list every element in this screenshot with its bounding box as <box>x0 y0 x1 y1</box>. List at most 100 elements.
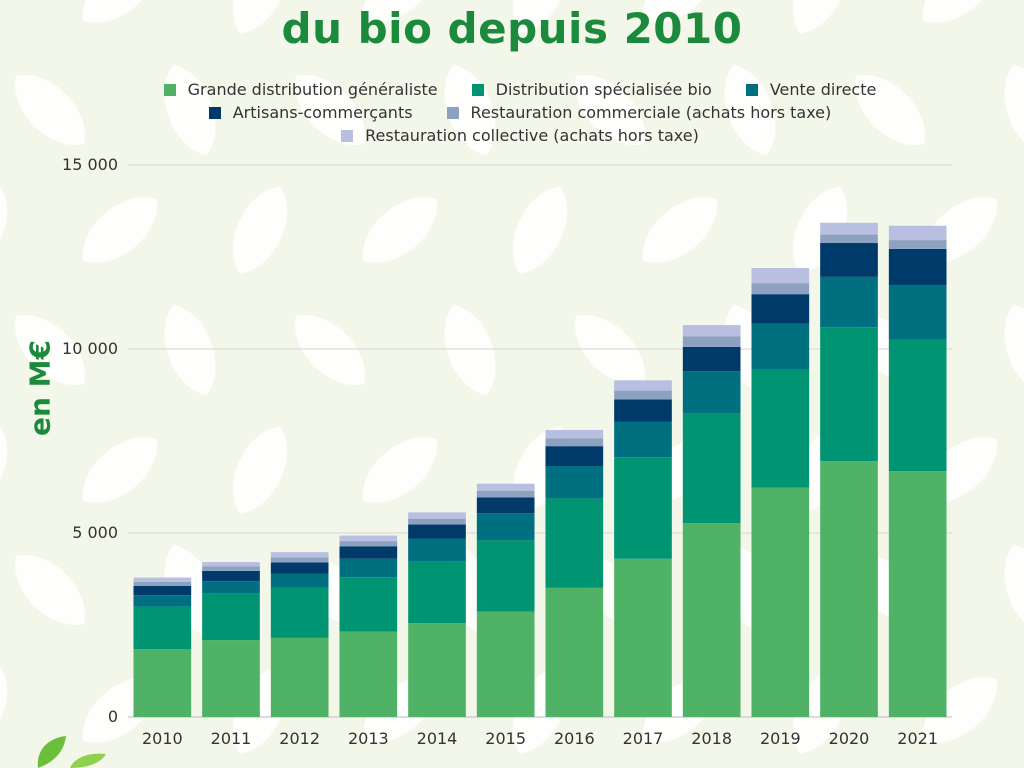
bar-segment <box>614 380 672 391</box>
bar-segment <box>614 399 672 422</box>
legend-label: Restauration commerciale (achats hors ta… <box>470 103 832 122</box>
background-leaf <box>1004 64 1024 156</box>
page-title: du bio depuis 2010 <box>281 4 743 53</box>
bar-segment <box>888 471 947 717</box>
bar-segment <box>820 234 878 244</box>
bar-segment <box>270 562 329 574</box>
bar-segment <box>339 558 398 578</box>
legend-item: Artisans-commerçants <box>208 103 413 122</box>
bar-segment <box>888 225 947 241</box>
background-leaf <box>444 304 496 396</box>
bar-segment <box>339 631 398 717</box>
background-leaf <box>362 437 438 503</box>
background-leaf <box>854 74 926 146</box>
background-leaf <box>642 197 718 263</box>
bar-segment <box>408 623 466 717</box>
background-leaf <box>294 314 366 386</box>
legend-swatch <box>745 83 758 96</box>
x-tick-label: 2021 <box>897 729 938 748</box>
legend-swatch <box>446 106 459 119</box>
legend-label: Artisans-commerçants <box>232 103 413 122</box>
bar-segment <box>820 327 878 462</box>
x-tick-label: 2013 <box>348 729 389 748</box>
bar-segment <box>820 222 878 235</box>
background-leaf <box>164 64 216 156</box>
x-tick-label: 2017 <box>623 729 664 748</box>
x-tick-label: 2019 <box>760 729 801 748</box>
bar-segment <box>682 371 741 414</box>
bar-stack <box>202 562 260 717</box>
bar-segment <box>545 446 604 467</box>
background-leaf <box>164 304 216 396</box>
bar-segment <box>408 518 466 525</box>
background-leaf <box>362 197 438 263</box>
x-tick-label: 2015 <box>485 729 526 748</box>
bar-segment <box>545 587 604 717</box>
background-leaf <box>232 0 288 34</box>
bar-segment <box>888 248 947 285</box>
x-tick-label: 2018 <box>691 729 732 748</box>
bar-segment <box>339 577 398 632</box>
bar-segment <box>202 570 260 582</box>
legend-label: Grande distribution généraliste <box>187 80 438 99</box>
bar-segment <box>682 413 741 524</box>
background-leaf <box>232 186 288 274</box>
bar-segment <box>476 540 535 612</box>
background-leaf <box>1004 544 1024 636</box>
bar-segment <box>133 595 192 607</box>
background-leaf <box>14 554 86 626</box>
bar-segment <box>751 268 810 284</box>
background-leaf <box>82 197 158 263</box>
bar-segment <box>270 587 329 638</box>
bar-segment <box>270 552 329 558</box>
bar-segment <box>202 581 260 594</box>
background-leaf <box>232 426 288 514</box>
x-tick-label: 2014 <box>417 729 458 748</box>
bar-segment <box>545 466 604 499</box>
bar-segment <box>820 276 878 328</box>
bar-segment <box>476 513 535 541</box>
legend-label: Restauration collective (achats hors tax… <box>365 126 699 145</box>
bar-segment <box>682 336 741 347</box>
background-leaf <box>792 0 848 34</box>
bar-segment <box>751 283 810 295</box>
background-leaf <box>1004 304 1024 396</box>
bar-segment <box>751 487 810 717</box>
bar-stack <box>133 577 192 717</box>
background-leaf <box>294 74 366 146</box>
bar-segment <box>545 429 604 439</box>
background-leaf <box>922 0 998 23</box>
bar-stack <box>820 222 878 717</box>
bar-segment <box>133 606 192 650</box>
bar-segment <box>408 538 466 562</box>
bar-segment <box>888 339 947 472</box>
bar-stack <box>751 268 810 717</box>
bar-segment <box>820 461 878 717</box>
bar-segment <box>133 649 192 717</box>
bar-segment <box>476 483 535 491</box>
background-leaf <box>512 186 568 274</box>
background-leaf <box>14 74 86 146</box>
bar-segment <box>270 637 329 717</box>
y-tick-label: 0 <box>108 707 118 726</box>
bar-segment <box>751 323 810 370</box>
background-leaf <box>362 0 438 23</box>
y-tick-label: 10 000 <box>62 339 118 358</box>
bar-segment <box>614 390 672 400</box>
sprout-logo <box>37 736 106 768</box>
bar-segment <box>545 438 604 447</box>
bar-segment <box>202 593 260 641</box>
bar-segment <box>476 490 535 498</box>
x-tick-label: 2016 <box>554 729 595 748</box>
bar-stack <box>476 483 535 717</box>
background-leaf <box>574 314 646 386</box>
bar-segment <box>476 611 535 717</box>
bar-segment <box>751 369 810 488</box>
background-leaf <box>512 0 568 34</box>
bar-segment <box>682 346 741 372</box>
legend-label: Distribution spécialisée bio <box>495 80 712 99</box>
x-tick-label: 2012 <box>279 729 320 748</box>
bar-segment <box>408 561 466 624</box>
background-leaf <box>724 64 776 156</box>
legend-swatch <box>341 129 354 142</box>
